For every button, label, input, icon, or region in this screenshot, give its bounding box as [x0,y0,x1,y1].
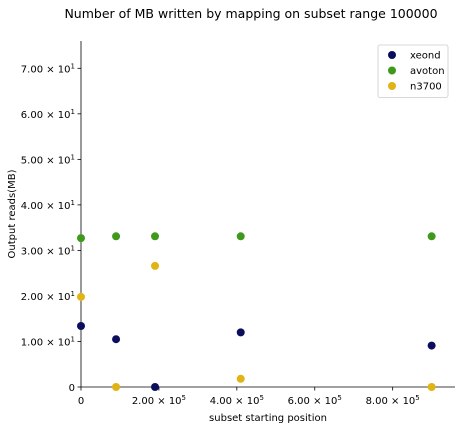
x-tick-label: 6.00 × 105 [288,394,342,407]
x-axis-label: subset starting position [209,413,327,424]
data-point-xeond [112,335,121,344]
data-point-xeond [427,341,436,350]
legend: xeond avoton n3700 [377,44,449,98]
data-point-n3700 [77,292,85,301]
data-point-avoton [427,232,436,241]
x-tick-label: 8.00 × 105 [366,394,420,407]
legend-label-n3700: n3700 [410,82,442,93]
data-point-n3700 [236,374,245,383]
data-point-avoton [77,234,85,243]
y-tick-label: 4.00 × 101 [21,199,75,212]
x-tick-label: 0 [78,396,84,407]
y-axis-label: Output reads(MB) [7,169,18,258]
y-tick-label: 5.00 × 101 [21,153,75,166]
plot-area: 0 2.00 × 105 4.00 × 105 6.00 × 105 8.00 × 10… [21,41,455,407]
x-tick-label: 2.00 × 105 [132,394,186,407]
legend-marker-avoton [388,66,396,75]
legend-marker-xeond [388,51,396,59]
y-tick-label: 2.00 × 101 [21,290,75,303]
data-point-xeond [151,383,160,391]
data-point-n3700 [427,383,436,391]
data-point-n3700 [112,383,121,391]
x-tick-label: 4.00 × 105 [210,394,264,407]
data-point-xeond [77,321,85,330]
data-point-n3700 [151,261,160,270]
data-point-avoton [236,232,245,241]
legend-marker-n3700 [388,82,396,90]
legend-label-avoton: avoton [410,66,445,77]
y-tick-label: 0 [69,383,75,394]
data-point-xeond [236,328,245,337]
y-tick-label: 7.00 × 101 [21,62,75,75]
data-point-avoton [112,232,121,241]
y-tick-label: 6.00 × 101 [21,108,75,121]
chart-title: Number of MB written by mapping on subse… [64,6,437,21]
legend-label-xeond: xeond [410,51,441,62]
data-point-avoton [151,232,160,241]
y-tick-label: 3.00 × 101 [21,244,75,257]
y-tick-label: 1.00 × 101 [21,335,75,348]
